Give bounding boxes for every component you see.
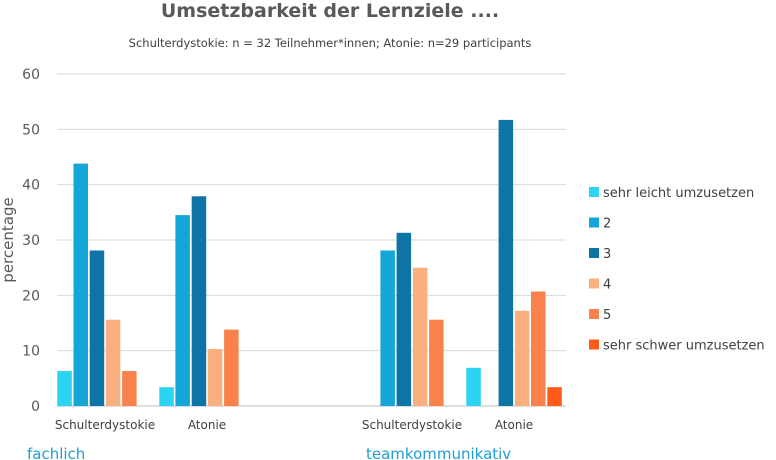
y-axis-label: percentage	[0, 197, 17, 282]
chart-title: Umsetzbarkeit der Lernziele ....	[161, 0, 499, 22]
legend-swatch	[589, 309, 599, 319]
bar	[207, 349, 223, 406]
y-tick-label: 40	[22, 178, 40, 194]
y-tick-label: 0	[31, 399, 40, 415]
gridlines	[57, 73, 566, 407]
y-tick-label: 10	[22, 344, 40, 360]
chart-subtitle: Schulterdystokie: n = 32 Teilnehmer*inne…	[129, 36, 532, 50]
bar	[159, 387, 174, 406]
group-labels: fachlich teamkommunikativ	[27, 445, 511, 460]
legend-label: 4	[603, 278, 611, 293]
legend-swatch	[589, 187, 599, 197]
legend-label: 3	[603, 247, 611, 262]
bar	[429, 319, 444, 406]
bar	[466, 367, 481, 406]
legend: sehr leicht umzusetzen 2 3 4 5 sehr schwer um…	[589, 186, 765, 354]
legend-swatch	[589, 217, 599, 228]
bar	[57, 371, 72, 406]
legend-label: 5	[603, 308, 611, 323]
legend-swatch	[589, 248, 599, 258]
bar	[122, 371, 137, 406]
group-label: fachlich	[27, 445, 85, 460]
legend-label: sehr leicht umzusetzen	[603, 186, 754, 201]
bar	[73, 163, 88, 406]
y-tick-label: 30	[22, 233, 40, 249]
category-labels: Schulterdystokie Atonie Schulterdystokie At…	[55, 418, 533, 432]
legend-swatch	[589, 339, 599, 350]
bar	[224, 329, 239, 406]
bar	[105, 319, 121, 406]
legend-swatch	[589, 278, 599, 289]
bar	[380, 250, 395, 406]
category-label: Atonie	[495, 418, 533, 432]
bar	[514, 310, 530, 406]
bar	[89, 250, 105, 406]
legend-label: sehr schwer umzusetzen	[603, 339, 765, 354]
y-axis-ticks: 0 10 20 30 40 50 60	[22, 67, 40, 415]
bar	[191, 196, 207, 406]
legend-label: 2	[603, 217, 611, 232]
bar	[498, 119, 514, 407]
bar	[175, 215, 190, 406]
category-label: Schulterdystokie	[362, 418, 462, 432]
bar	[396, 232, 412, 406]
bars	[57, 119, 562, 407]
bar	[412, 267, 428, 406]
group-label: teamkommunikativ	[366, 445, 511, 460]
bar	[547, 387, 562, 406]
bar	[531, 291, 546, 406]
category-label: Atonie	[188, 418, 226, 432]
y-tick-label: 20	[22, 288, 40, 304]
y-tick-label: 50	[22, 122, 40, 138]
y-tick-label: 60	[22, 67, 40, 83]
category-label: Schulterdystokie	[55, 418, 155, 432]
